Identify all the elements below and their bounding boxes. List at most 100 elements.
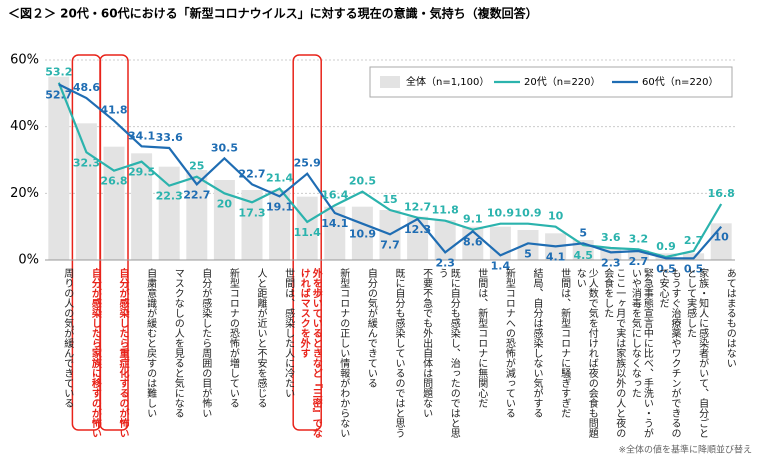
- x-tick-label: 既に自分も感染し、治ったのではと思う: [436, 268, 460, 438]
- data-label: 22.7: [183, 188, 210, 201]
- data-label: 16.4: [321, 188, 348, 201]
- data-label: 3.6: [601, 231, 621, 244]
- data-label: 1.4: [491, 259, 511, 272]
- data-label: 25: [189, 160, 204, 173]
- x-tick-label: もうすぐ治療薬やワクチンができるので安心だ: [657, 268, 680, 438]
- x-tick-label: 自分が感染したら重症化するのが怖い: [117, 268, 128, 438]
- x-tick-label: 家族・知人に感染者がいて、自分ごととして実感した: [684, 268, 708, 438]
- x-tick-label: ここ一ヶ月で実は家族以外の人と夜の会食をした: [601, 268, 625, 438]
- data-label: 7.7: [380, 238, 400, 251]
- bar: [213, 180, 235, 260]
- legend-swatch: [380, 76, 400, 88]
- data-label: 52.7: [45, 88, 72, 101]
- data-label: 10.9: [487, 207, 514, 220]
- x-tick-label: 自分の気が緩んできている: [365, 268, 377, 388]
- note: ※全体の値を基準に降順並び替え: [618, 444, 752, 456]
- bar: [241, 190, 263, 260]
- bar: [186, 170, 208, 260]
- data-label: 4.5: [573, 249, 593, 262]
- data-label: 21.4: [266, 172, 293, 185]
- data-label: 0.9: [656, 240, 676, 253]
- x-tick-label: 外を歩いているときなど『三密』でなければマスクを外す: [298, 268, 322, 438]
- data-label: 53.2: [45, 66, 72, 79]
- data-label: 0.5: [684, 262, 704, 275]
- data-label: 22.3: [156, 190, 183, 203]
- y-tick-label: 60%: [10, 53, 39, 68]
- data-label: 9.1: [463, 213, 483, 226]
- data-label: 29.5: [128, 166, 155, 179]
- x-tick-label: 周りの人の気が緩んできている: [61, 268, 73, 408]
- data-label: 10.9: [514, 207, 541, 220]
- data-label: 25.9: [294, 157, 321, 170]
- data-label: 5: [579, 226, 587, 239]
- legend-label: 20代（n=220）: [524, 76, 601, 88]
- data-label: 10.9: [349, 228, 376, 241]
- bar: [131, 153, 153, 260]
- bar: [158, 166, 180, 260]
- data-label: 10: [714, 231, 730, 244]
- data-label: 32.3: [73, 156, 100, 169]
- x-tick-label: あてはまるものはない: [724, 268, 736, 368]
- x-tick-label: 結局、自分は感染しない気がする: [531, 268, 542, 418]
- legend-label: 60代（n=220）: [642, 76, 719, 88]
- data-label: 10: [548, 210, 564, 223]
- data-label: 5: [524, 247, 532, 260]
- data-label: 20.5: [349, 175, 376, 188]
- bar: [434, 220, 456, 260]
- x-tick-label: 自分が感染したら周囲の目が怖い: [199, 268, 211, 418]
- data-label: 30.5: [211, 141, 238, 154]
- x-tick-label: 自粛意識が緩むと戻すのは難しい: [144, 268, 156, 418]
- bar: [48, 76, 70, 261]
- data-label: 33.6: [156, 131, 183, 144]
- x-tick-label: 緊急事態宣言中に比べ、手洗い・うがいや消毒を気にしなくなった: [629, 268, 653, 438]
- x-tick-label: 新型コロナの恐怖が増している: [227, 268, 239, 408]
- x-tick-label: 既に自分も感染しているのではと思う: [393, 268, 404, 438]
- x-tick-label: 少人数で気を付ければ夜の会食も問題ない: [574, 268, 598, 438]
- bar: [296, 196, 318, 260]
- line: [57, 82, 723, 259]
- data-label: 16.8: [708, 187, 735, 200]
- x-tick-label: 新型コロナの正しい情報がわからない: [337, 268, 349, 438]
- data-label: 17.3: [238, 206, 265, 219]
- legend-box: [369, 66, 733, 98]
- bar: [407, 216, 429, 260]
- highlight-box: [99, 54, 129, 431]
- data-label: 8.6: [463, 235, 483, 248]
- data-label: 12.7: [404, 201, 431, 214]
- bar: [103, 146, 125, 260]
- data-label: 2.3: [435, 256, 455, 269]
- x-tick-label: 新型コロナへの恐怖が減っている: [503, 268, 515, 418]
- data-label: 2.7: [629, 255, 649, 268]
- x-tick-label: マスクなしの人を見ると気になる: [172, 268, 184, 418]
- x-tick-label: 人と距離が近いと不安を感じる: [255, 268, 266, 408]
- bar: [517, 230, 539, 260]
- bar: [351, 206, 373, 260]
- data-label: 19.1: [266, 200, 293, 213]
- data-label: 20: [217, 197, 233, 210]
- data-label: 22.7: [238, 167, 265, 180]
- data-label: 4.1: [546, 250, 566, 263]
- data-label: 2.3: [601, 256, 621, 269]
- bar: [324, 206, 346, 260]
- y-tick-label: 20%: [10, 186, 39, 201]
- data-label: 26.8: [100, 175, 127, 188]
- bar: [600, 248, 622, 260]
- line: [58, 83, 723, 260]
- data-label: 48.6: [73, 81, 100, 94]
- x-tick-label: 不要不急でも外出自体は問題ない: [420, 268, 432, 418]
- data-label: 11.4: [294, 226, 321, 239]
- bar: [269, 190, 291, 260]
- highlight-box: [292, 54, 322, 431]
- bar: [627, 250, 649, 260]
- x-tick-label: 世間は、新型コロナに騒ぎすぎだ: [558, 268, 570, 418]
- bar: [75, 123, 97, 260]
- data-label: 34.1: [128, 129, 155, 142]
- chart-title: ＜図２＞ 20代・60代における「新型コロナウイルス」に対する現在の意識・気持ち…: [8, 6, 538, 21]
- data-label: 2.7: [684, 234, 704, 247]
- x-tick-label: 世間は、新型コロナに無関心だ: [475, 268, 487, 408]
- x-tick-label: 自分が感染したら家族に移すのが怖い: [89, 268, 101, 438]
- data-label: 3.2: [629, 232, 649, 245]
- data-label: 14.1: [321, 217, 348, 230]
